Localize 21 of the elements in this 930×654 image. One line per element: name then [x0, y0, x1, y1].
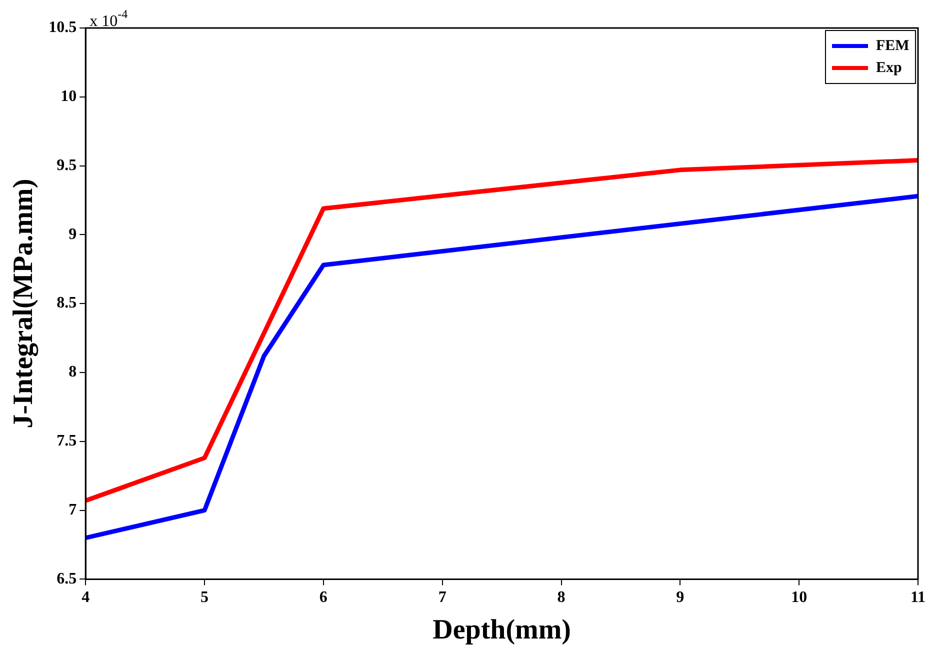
y-tick-label: 10.5	[48, 19, 77, 36]
legend-label: FEM	[876, 38, 910, 54]
y-tick-label: 9.5	[56, 156, 77, 174]
x-tick-label: 5	[200, 588, 209, 606]
y-tick-label: 7	[68, 501, 77, 518]
x-tick-label: 6	[319, 588, 328, 606]
x-tick-label: 7	[438, 588, 446, 606]
legend-label: Exp	[876, 60, 902, 76]
y-tick-label: 8.5	[56, 294, 77, 312]
x-axis-title: Depth(mm)	[432, 614, 572, 646]
x-tick-label: 10	[791, 588, 808, 606]
y-tick-label: 10	[60, 88, 77, 106]
y-tick-label: 8	[68, 364, 77, 381]
y-tick-label: 9	[68, 226, 77, 243]
x-tick-label: 8	[557, 588, 566, 606]
x-tick-label: 11	[910, 588, 926, 606]
x-tick-label: 4	[82, 588, 90, 606]
x-tick-label: 9	[676, 588, 684, 606]
y-axis-title: J-Integral(MPa.mm)	[8, 178, 40, 428]
y-tick-label: 6.5	[56, 570, 77, 588]
y-tick-label: 7.5	[56, 432, 77, 450]
